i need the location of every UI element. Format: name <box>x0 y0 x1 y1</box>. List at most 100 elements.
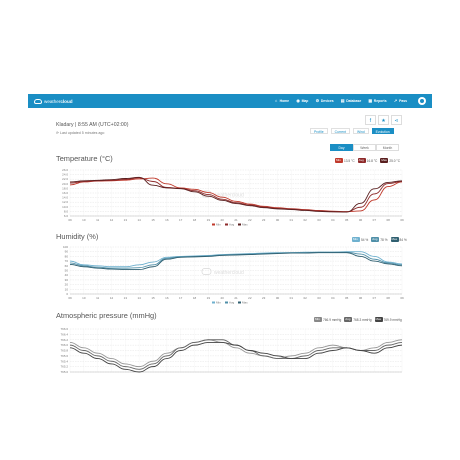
legend-temp-avg[interactable]: Avg 16.8 °C <box>357 158 378 163</box>
y-tick-label: 765.4 <box>60 359 68 363</box>
x-tick-label: 16 <box>165 296 169 300</box>
y-tick-label: 765.0 <box>60 370 68 374</box>
temperature-title: Temperature (°C) <box>56 154 113 163</box>
nav-devices[interactable]: ⚙ Devices <box>315 98 334 104</box>
range-week-button[interactable]: Week <box>353 144 376 151</box>
tab-evolution[interactable]: Evolution <box>371 128 394 134</box>
y-tick-label: 765.6 <box>60 354 68 358</box>
tab-profile[interactable]: Profile <box>310 128 328 134</box>
legend-value: 769.9 mmHg <box>383 317 402 322</box>
legend-press-avg[interactable]: Avg 768.3 mmHg <box>344 317 372 322</box>
x-tick-label: 22 <box>248 218 252 222</box>
y-tick-label: 60 <box>65 264 69 268</box>
nav-reports[interactable]: ▦ Reports <box>368 99 387 104</box>
humidity-legend: Min 54 % Avg 78 % Max 84 % <box>352 237 407 242</box>
x-tick-label: 17 <box>179 296 183 300</box>
x-tick-label: 19 <box>207 218 211 222</box>
x-tick-label: 00 <box>276 218 280 222</box>
y-tick-label: 90 <box>65 250 69 254</box>
weathercloud-logo[interactable]: weathercloud <box>34 98 73 104</box>
x-tick-label: 21 <box>234 218 238 222</box>
series-line-avg <box>69 251 403 269</box>
share-button[interactable]: ⋖ <box>391 115 402 125</box>
y-tick-label: 766.0 <box>60 343 68 347</box>
x-tick-label: 05 <box>345 218 349 222</box>
chart-watermark: weathercloud <box>214 193 244 199</box>
tab-wind[interactable]: Wind <box>352 128 369 134</box>
legend-hum-min[interactable]: Min 54 % <box>352 237 368 242</box>
series-line-min <box>69 251 403 268</box>
range-month-button[interactable]: Month <box>376 144 399 151</box>
station-actions: f ★ ⋖ <box>365 115 402 125</box>
cloud-icon <box>34 98 42 104</box>
x-tick-label: 02 <box>303 296 307 300</box>
y-tick-label: 766.4 <box>60 332 68 336</box>
x-tick-label: 14 <box>137 218 141 222</box>
gear-icon: ⚙ <box>315 98 320 103</box>
x-tick-label: 01 <box>290 218 294 222</box>
x-tick-label: 12 <box>110 296 114 300</box>
nav-home[interactable]: ⌂ Home <box>274 99 290 104</box>
nav-map[interactable]: ◉ Map <box>296 99 308 104</box>
x-tick-label: 10 <box>82 296 86 300</box>
user-avatar[interactable] <box>418 97 426 105</box>
nav-database[interactable]: ▤ Database <box>341 99 361 104</box>
x-tick-label: 09 <box>68 218 72 222</box>
series-line-max <box>69 341 403 373</box>
legend-value: 16.8 °C <box>366 158 378 163</box>
legend-hum-max[interactable]: Max 84 % <box>390 237 407 242</box>
x-tick-label: 02 <box>303 218 307 222</box>
x-tick-label: 19 <box>207 296 211 300</box>
x-tick-label: 03 <box>317 218 321 222</box>
bottom-legend-label: Avg <box>229 223 234 227</box>
series-line-max <box>69 252 403 271</box>
y-tick-label: 20 <box>65 283 69 287</box>
bottom-legend-swatch <box>225 223 228 226</box>
nav-pass[interactable]: ↗ Pass <box>393 98 407 104</box>
bottom-legend-swatch <box>238 223 241 226</box>
x-tick-label: 18 <box>193 218 197 222</box>
y-tick-label: 14.0 <box>62 196 68 200</box>
y-tick-label: 16.0 <box>62 191 68 195</box>
watermark-cloud-icon <box>201 268 212 275</box>
bottom-legend-swatch <box>212 301 215 304</box>
x-tick-label: 23 <box>262 218 266 222</box>
x-tick-label: 09 <box>68 296 72 300</box>
x-tick-label: 04 <box>331 218 335 222</box>
legend-hum-avg[interactable]: Avg 78 % <box>371 237 388 242</box>
nav-home-label: Home <box>279 99 290 103</box>
bottom-legend-label: Max <box>242 223 248 227</box>
legend-chip: Min <box>314 317 322 322</box>
chart-watermark: weathercloud <box>214 270 244 276</box>
y-tick-label: 24.0 <box>62 173 68 177</box>
legend-chip: Avg <box>357 158 366 163</box>
favorite-star-button[interactable]: ★ <box>378 115 389 125</box>
y-tick-label: 6.0 <box>64 214 69 218</box>
x-tick-label: 11 <box>96 218 99 222</box>
x-tick-label: 22 <box>248 296 252 300</box>
nav-devices-label: Devices <box>320 99 334 103</box>
x-tick-label: 09 <box>400 218 404 222</box>
legend-temp-min[interactable]: Min 13.5 °C <box>335 158 355 163</box>
legend-press-min[interactable]: Min 766.9 mmHg <box>314 317 341 322</box>
bottom-legend-label: Min <box>216 223 221 227</box>
range-selector: Day Week Month <box>330 144 399 151</box>
range-day-button[interactable]: Day <box>330 144 353 151</box>
legend-temp-max[interactable]: Max 25.0 °C <box>380 158 400 163</box>
tab-current[interactable]: Current <box>330 128 350 134</box>
x-tick-label: 15 <box>151 218 155 222</box>
nav-reports-label: Reports <box>373 99 387 103</box>
bottom-legend-label: Avg <box>229 301 234 305</box>
y-tick-label: 20.0 <box>62 182 68 186</box>
legend-chip: Min <box>335 158 343 163</box>
y-tick-label: 26.0 <box>62 168 68 172</box>
x-tick-label: 13 <box>124 218 128 222</box>
facebook-share-button[interactable]: f <box>365 115 376 125</box>
chart-line-icon: ↗ <box>393 98 398 103</box>
legend-press-max[interactable]: Max 769.9 mmHg <box>374 317 402 322</box>
x-tick-label: 06 <box>359 218 363 222</box>
legend-chip: Min <box>352 237 360 242</box>
logo-bold: cloud <box>60 98 73 104</box>
x-tick-label: 07 <box>373 296 377 300</box>
x-tick-label: 08 <box>386 296 390 300</box>
